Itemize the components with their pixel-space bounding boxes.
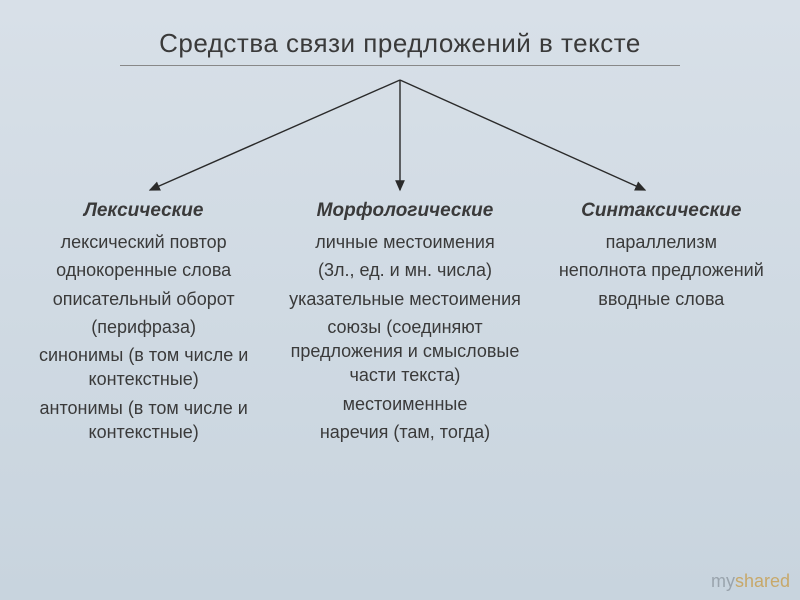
list-item: антонимы (в том числе и контекстные) — [24, 396, 264, 445]
arrow-left — [150, 80, 400, 190]
list-item: лексический повтор — [24, 230, 264, 254]
list-item: указательные местоимения — [275, 287, 535, 311]
list-item: однокоренные слова — [24, 258, 264, 282]
title-underline — [120, 65, 680, 66]
list-item: союзы (соединяют предложения и смысловые… — [275, 315, 535, 388]
list-item: описательный оборот — [24, 287, 264, 311]
list-item: (3л., ед. и мн. числа) — [275, 258, 535, 282]
watermark: myshared — [711, 571, 790, 592]
column-syntactic: Синтаксические параллелизм неполнота пре… — [546, 200, 776, 448]
column-morphological: Морфологические личные местоимения (3л.,… — [275, 200, 535, 448]
list-item: синонимы (в том числе и контекстные) — [24, 343, 264, 392]
list-item: параллелизм — [546, 230, 776, 254]
column-lexical: Лексические лексический повтор однокорен… — [24, 200, 264, 448]
column-heading: Лексические — [24, 200, 264, 222]
columns-container: Лексические лексический повтор однокорен… — [0, 200, 800, 448]
list-item: наречия (там, тогда) — [275, 420, 535, 444]
watermark-part3: red — [764, 571, 790, 591]
list-item: вводные слова — [546, 287, 776, 311]
page-title: Средства связи предложений в тексте — [0, 0, 800, 59]
watermark-part2: sha — [735, 571, 764, 591]
list-item: (перифраза) — [24, 315, 264, 339]
list-item: неполнота предложений — [546, 258, 776, 282]
column-heading: Синтаксические — [546, 200, 776, 222]
watermark-part1: my — [711, 571, 735, 591]
column-heading: Морфологические — [275, 200, 535, 222]
list-item: личные местоимения — [275, 230, 535, 254]
tree-arrows — [0, 72, 800, 202]
arrow-right — [400, 80, 645, 190]
list-item: местоименные — [275, 392, 535, 416]
